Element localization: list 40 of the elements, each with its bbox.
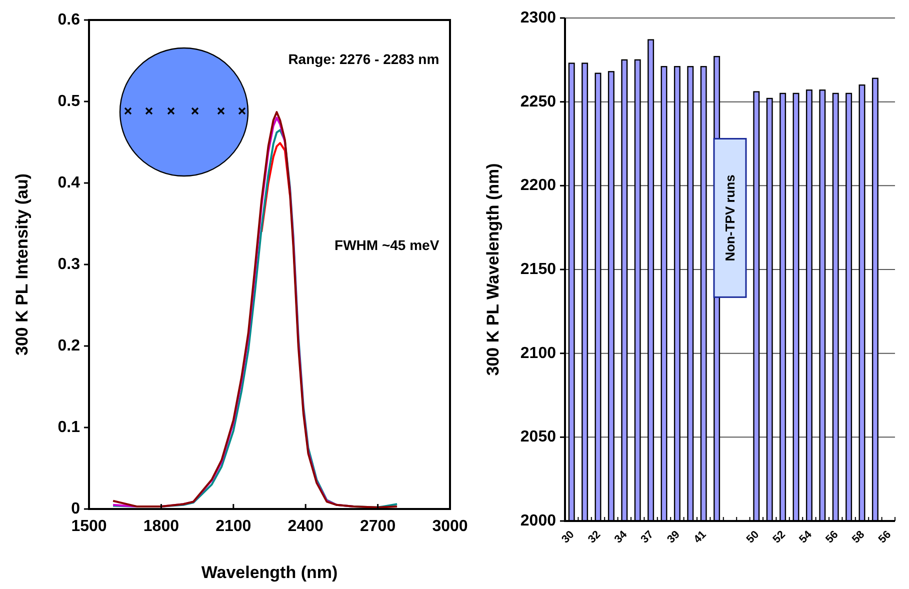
- y-tick-label: 0.6: [58, 12, 80, 28]
- annotation: Non-TPV runs: [722, 174, 738, 262]
- line-series: [260, 142, 291, 233]
- x-tick-label: 30: [560, 528, 577, 546]
- x-axis-title: Wavelength (nm): [201, 563, 338, 582]
- y-tick-label: 0.4: [58, 174, 80, 192]
- y-axis-title: 300 K PL Wavelength (nm): [484, 163, 502, 376]
- x-tick-label: 58: [850, 528, 868, 546]
- annotation: Range: 2276 - 2283 nm: [288, 51, 440, 68]
- y-tick-label: 2200: [520, 177, 556, 194]
- x-tick-label: 56: [824, 528, 841, 546]
- x-tick-label: 34: [612, 528, 630, 546]
- note-box: Non-TPV runs: [713, 138, 747, 298]
- y-tick-label: 0.2: [58, 338, 80, 354]
- y-axis-title: 300 K PL Intensity (au): [12, 173, 32, 356]
- x-tick-label: 2700: [360, 518, 396, 535]
- y-tick-label: 2050: [520, 428, 556, 446]
- y-tick-label: 2100: [520, 344, 556, 362]
- y-tick-label: 0.5: [58, 93, 80, 110]
- x-tick-label: 32: [586, 528, 604, 546]
- x-tick-label: 1800: [143, 518, 180, 535]
- x-tick-label: 1500: [71, 518, 107, 535]
- y-tick-label: 2250: [520, 93, 556, 110]
- y-tick-label: 0.3: [58, 256, 80, 273]
- x-tick-label: 41: [692, 528, 709, 546]
- y-tick-label: 2000: [520, 512, 556, 530]
- x-tick-label: 3000: [432, 518, 468, 535]
- annotation: FWHM ~45 meV: [334, 236, 440, 253]
- x-tick-label: 39: [665, 528, 682, 546]
- x-tick-label: 54: [797, 528, 815, 546]
- y-tick-label: 0: [71, 500, 80, 518]
- x-tick-label: 2100: [216, 518, 252, 535]
- x-tick-label: 50: [744, 528, 762, 546]
- x-tick-label: 56: [876, 528, 894, 546]
- y-tick-label: 2300: [520, 10, 556, 26]
- y-tick-label: 2150: [520, 261, 556, 278]
- x-tick-label: 37: [638, 528, 656, 546]
- y-tick-label: 0.1: [58, 419, 80, 436]
- x-tick-label: 52: [770, 528, 788, 546]
- x-tick-label: 2400: [288, 518, 324, 535]
